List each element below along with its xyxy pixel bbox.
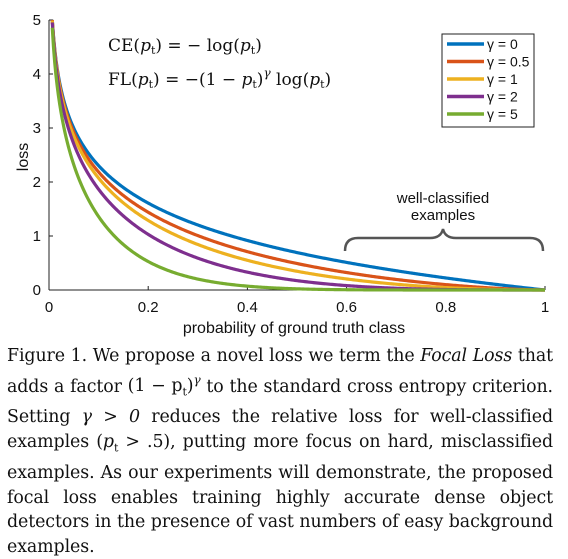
focal-loss-chart: 0 0.2 0.4 0.6 0.8 1 0 1 2 3 4 5 loss probability of… xyxy=(15,12,549,337)
caption-pt-sub: t xyxy=(113,441,119,455)
caption-text: that adds a factor xyxy=(7,346,554,397)
legend-label: γ = 5 xyxy=(487,106,518,122)
x-tick-label: 0.6 xyxy=(336,299,357,316)
y-tick-label: 3 xyxy=(33,120,41,137)
well-classified-annotation: well-classified examples xyxy=(343,190,545,252)
fl-equation: FL(pt) = −(1 − pt)γ log(pt) xyxy=(108,66,331,91)
x-tick-label: 0.4 xyxy=(237,299,258,316)
caption-factor: (1 − pt)γ xyxy=(127,373,201,399)
y-tick-label: 0 xyxy=(33,282,41,299)
y-tick-label: 5 xyxy=(33,12,41,29)
legend-label: γ = 0 xyxy=(487,36,518,52)
series-line-1 xyxy=(50,19,546,292)
x-tick-label: 0 xyxy=(45,299,53,316)
x-axis-label: probability of ground truth class xyxy=(183,320,405,337)
y-tick-label: 2 xyxy=(33,174,41,191)
equations: CE(pt) = − log(pt) FL(pt) = −(1 − pt)γ l… xyxy=(108,36,331,91)
brace-shape xyxy=(343,228,545,252)
caption-text: to the standard cross entropy criterion.… xyxy=(7,376,553,428)
caption-gamma-condition: γ > 0 xyxy=(81,407,140,428)
caption-text: reduces the relative loss for well-class… xyxy=(7,407,553,453)
series-curves xyxy=(50,19,546,292)
series-line-4 xyxy=(50,27,546,292)
legend: γ = 0 γ = 0.5γ = 1 γ = 2γ = 5 xyxy=(441,33,535,128)
y-tick-label: 1 xyxy=(33,228,41,245)
caption-pt: p xyxy=(102,432,114,453)
series-line-0 xyxy=(50,19,546,292)
annotation-line-2: examples xyxy=(411,207,475,224)
figure-caption: Figure 1. We propose a novel loss we ter… xyxy=(7,344,553,559)
x-tick-label: 0.8 xyxy=(435,299,456,316)
legend-label: γ = 2 xyxy=(487,89,518,105)
ce-equation: CE(pt) = − log(pt) xyxy=(108,36,262,57)
caption-pt-rest: > .5 xyxy=(118,432,164,453)
caption-text: ), putting more focus on hard, misclassi… xyxy=(7,432,553,557)
legend-label: γ = 0.5 xyxy=(487,54,530,70)
annotation-line-1: well-classified xyxy=(396,190,490,207)
legend-label: γ = 1 xyxy=(487,71,518,87)
y-tick-label: 4 xyxy=(33,66,41,83)
x-tick-label: 0.2 xyxy=(138,299,159,316)
caption-label: Figure 1. xyxy=(7,346,88,366)
caption-focal-loss: Focal Loss xyxy=(420,346,513,366)
y-axis-label: loss xyxy=(15,143,32,171)
caption-text: We propose a novel loss we term the xyxy=(87,346,421,366)
x-tick-label: 1 xyxy=(541,299,549,316)
